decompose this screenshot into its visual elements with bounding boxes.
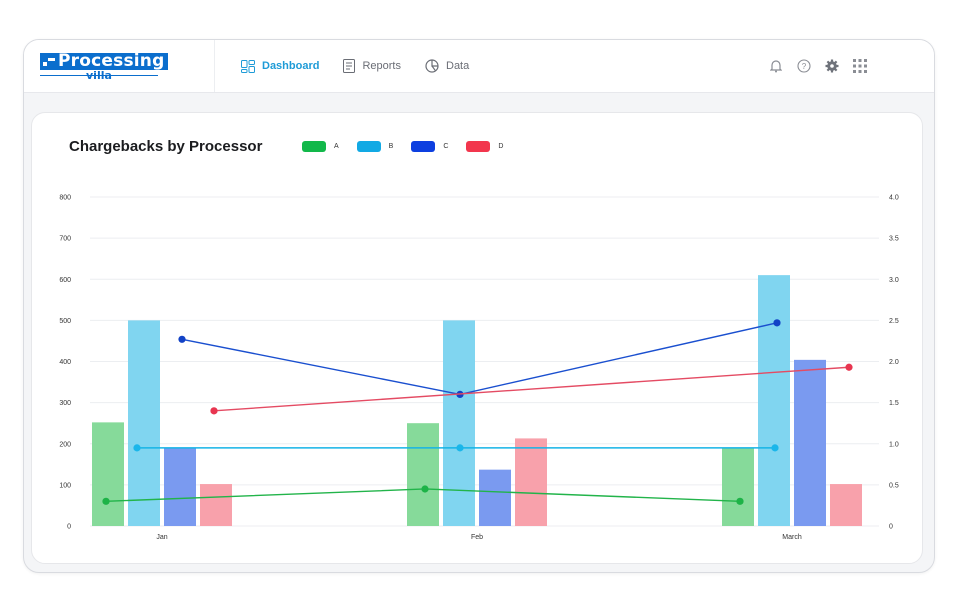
bar-c-march xyxy=(794,359,826,526)
chart-card: Chargebacks by Processor A B C D 0 100 200… xyxy=(31,112,923,564)
y-tick-label: 100 xyxy=(59,482,71,489)
bar-d-march xyxy=(830,484,862,526)
line-point-b xyxy=(133,444,141,452)
nav-data[interactable]: Data xyxy=(425,59,469,73)
y-tick-label: 700 xyxy=(59,236,71,243)
bar-a-feb xyxy=(407,423,439,526)
y2-tick-label: 3.5 xyxy=(889,236,899,243)
bell-icon[interactable] xyxy=(768,58,784,74)
line-point-a xyxy=(736,497,744,505)
y2-tick-label: 2.5 xyxy=(889,318,899,325)
nav-reports[interactable]: Reports xyxy=(343,59,401,73)
y-tick-label: 300 xyxy=(59,400,71,407)
bar-b-march xyxy=(758,275,790,526)
y-tick-label: 800 xyxy=(59,195,71,202)
gear-icon[interactable] xyxy=(824,58,840,74)
legend-label-b: B xyxy=(388,143,394,150)
main-nav: Dashboard Reports Data xyxy=(241,40,493,92)
help-icon[interactable]: ? xyxy=(796,58,812,74)
y2-tick-label: 1.0 xyxy=(889,441,899,448)
x-tick-label: March xyxy=(782,534,802,541)
bar-c-feb xyxy=(479,469,511,526)
svg-text:?: ? xyxy=(802,62,807,71)
logo-area: Processing villa xyxy=(24,40,215,92)
dashboard-grid-icon xyxy=(241,59,255,73)
y-tick-label: 400 xyxy=(59,359,71,366)
y2-tick-label: 3.0 xyxy=(889,277,899,284)
legend-label-a: A xyxy=(334,143,339,150)
bar-d-jan xyxy=(200,484,232,526)
chart-title: Chargebacks by Processor xyxy=(69,138,263,155)
line-point-c xyxy=(773,319,781,327)
logo-wordmark: Processing xyxy=(40,51,169,71)
y2-tick-label: 0 xyxy=(889,524,893,531)
y2-tick-label: 1.5 xyxy=(889,400,899,407)
chart-plot: 0 100 200 300 400 500 600 700 800 0 0.5 1.0 1.5 2.0 2.… xyxy=(59,195,899,542)
legend-label-c: C xyxy=(443,143,449,150)
y-tick-label: 200 xyxy=(59,441,71,448)
y2-tick-label: 4.0 xyxy=(889,195,899,202)
bar-c-jan xyxy=(164,447,196,526)
line-point-d xyxy=(845,363,853,371)
bar-a-jan xyxy=(92,422,124,526)
legend-item-a[interactable]: A xyxy=(302,141,339,152)
line-point-b xyxy=(456,444,464,452)
top-bar: Processing villa Dashboard xyxy=(24,40,934,93)
nav-data-label: Data xyxy=(446,60,470,72)
nav-reports-label: Reports xyxy=(362,60,401,72)
nav-dashboard-label: Dashboard xyxy=(262,60,320,72)
line-series-c xyxy=(181,322,778,396)
y-tick-label: 600 xyxy=(59,277,71,284)
y-tick-label: 0 xyxy=(67,524,71,531)
report-document-icon xyxy=(343,59,356,73)
header-actions: ? xyxy=(756,58,868,74)
app-window: Processing villa Dashboard xyxy=(23,39,935,573)
y2-tick-label: 2.0 xyxy=(889,359,899,366)
logo-word: Processing xyxy=(58,51,165,71)
chart-legend: A B C D xyxy=(302,141,521,152)
line-point-d xyxy=(210,407,218,415)
line-point-b xyxy=(771,444,779,452)
bar-d-feb xyxy=(515,438,547,526)
nav-dashboard[interactable]: Dashboard xyxy=(241,59,320,73)
line-point-a xyxy=(102,497,110,505)
bar-a-march xyxy=(722,447,754,526)
line-series-d xyxy=(213,366,850,412)
logo-underline xyxy=(40,75,158,76)
bar-b-feb xyxy=(443,320,475,526)
legend-label-d: D xyxy=(498,143,504,150)
pie-chart-icon xyxy=(425,59,439,73)
line-point-a xyxy=(421,485,429,493)
legend-item-d[interactable]: D xyxy=(466,141,503,152)
legend-item-c[interactable]: C xyxy=(411,141,448,152)
legend-item-b[interactable]: B xyxy=(356,141,394,152)
y2-tick-label: 0.5 xyxy=(889,482,899,489)
line-point-c xyxy=(178,335,186,343)
bar-b-jan xyxy=(128,320,160,526)
y-tick-label: 500 xyxy=(59,318,71,325)
x-tick-label: Feb xyxy=(471,534,483,541)
logo-sub: villa xyxy=(86,69,112,82)
apps-grid-icon[interactable] xyxy=(852,58,868,74)
logo[interactable]: Processing villa xyxy=(40,53,169,82)
x-tick-label: Jan xyxy=(156,534,167,541)
